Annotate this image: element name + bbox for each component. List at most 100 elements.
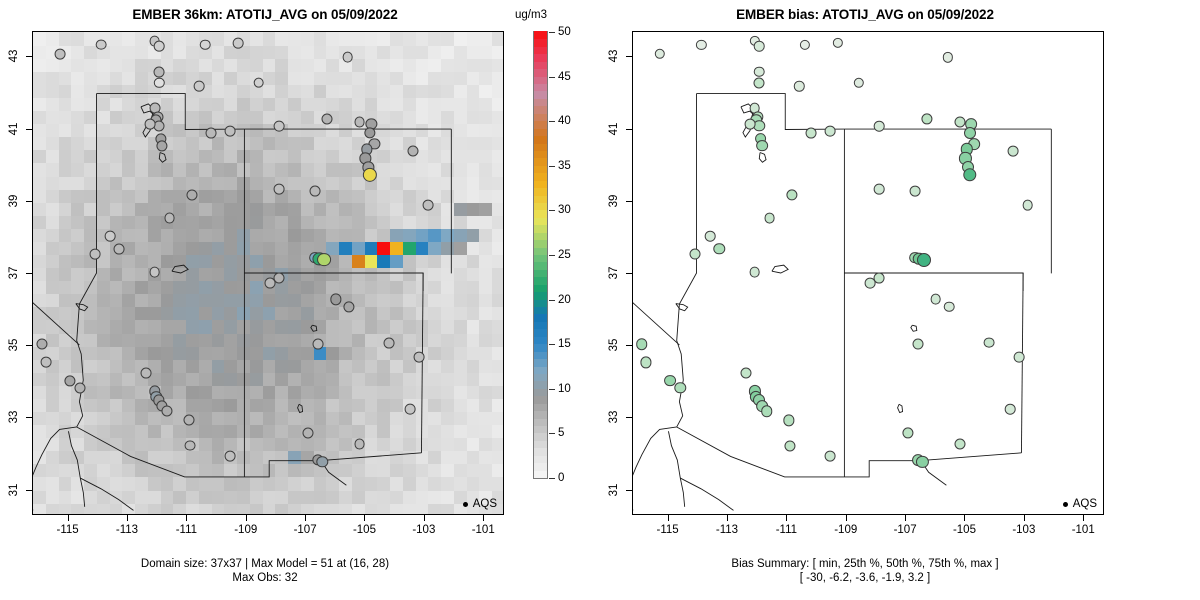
station-marker xyxy=(95,39,107,50)
grid-cell xyxy=(96,254,111,269)
colorbar-tick-label: 20 xyxy=(558,293,571,306)
grid-cell xyxy=(402,489,417,504)
station-marker xyxy=(224,125,236,137)
grid-cell xyxy=(249,502,264,514)
grid-cell xyxy=(377,502,391,514)
bias-footer-line2: [ -30, -6.2, -3.6, -1.9, 3.2 ] xyxy=(799,572,931,584)
y-tick-label: 43 xyxy=(8,49,20,63)
grid-cell xyxy=(186,385,200,399)
colorbar-tick-label: 15 xyxy=(558,338,571,351)
grid-cell xyxy=(402,215,417,229)
grid-cell xyxy=(326,372,340,386)
grid-cell xyxy=(224,228,238,242)
grid-cell xyxy=(428,280,442,295)
grid-cell xyxy=(428,372,442,386)
colorbar-segment xyxy=(534,328,547,337)
grid-cell xyxy=(147,319,162,334)
grid-cell xyxy=(237,254,251,269)
colorbar-segment xyxy=(534,217,547,226)
grid-cell xyxy=(249,188,264,203)
grid-cell xyxy=(249,398,264,413)
grid-cell xyxy=(288,202,302,216)
grid-cell xyxy=(249,372,264,386)
grid-cell xyxy=(224,345,238,360)
grid-cell xyxy=(300,345,315,360)
grid-cell xyxy=(198,502,213,514)
grid-cell xyxy=(84,345,98,360)
grid-cell xyxy=(224,162,238,177)
grid-cell xyxy=(326,162,340,177)
grid-cell xyxy=(390,411,404,426)
grid-cell xyxy=(428,149,442,164)
grid-cell xyxy=(326,450,340,465)
station-marker xyxy=(312,338,324,350)
grid-cell xyxy=(288,306,302,321)
station-marker xyxy=(740,367,752,379)
grid-cell xyxy=(415,463,430,478)
grid-cell xyxy=(377,385,391,399)
grid-cell xyxy=(186,450,200,465)
colorbar-segment xyxy=(534,291,547,300)
station-marker xyxy=(786,188,798,201)
grid-cell xyxy=(262,215,277,229)
y-tick-label: 35 xyxy=(8,338,20,352)
grid-cell xyxy=(466,136,481,151)
grid-cell xyxy=(224,149,238,164)
grid-cell xyxy=(33,450,47,465)
grid-cell xyxy=(300,162,315,177)
grid-cell xyxy=(33,254,47,269)
grid-cell xyxy=(186,502,200,514)
grid-cell xyxy=(96,411,111,426)
grid-cell xyxy=(402,424,417,439)
grid-cell xyxy=(147,332,162,347)
grid-cell xyxy=(479,424,493,439)
grid-cell xyxy=(224,398,238,413)
grid-cell xyxy=(402,437,417,452)
grid-cell xyxy=(211,175,226,190)
grid-cell xyxy=(211,267,226,282)
grid-cell xyxy=(377,293,391,308)
grid-cell xyxy=(364,450,379,465)
grid-cell xyxy=(249,424,264,439)
grid-cell xyxy=(135,411,149,426)
grid-cell xyxy=(441,398,455,413)
grid-cell xyxy=(249,332,264,347)
grid-cell xyxy=(96,293,111,308)
grid-cell xyxy=(415,411,430,426)
grid-cell xyxy=(300,372,315,386)
grid-cell xyxy=(479,437,493,452)
grid-cell xyxy=(262,345,277,360)
grid-cell xyxy=(428,345,442,360)
grid-cell xyxy=(147,345,162,360)
grid-cell xyxy=(147,254,162,269)
grid-cell xyxy=(173,359,187,373)
colorbar-segment xyxy=(534,194,547,203)
colorbar-tick xyxy=(549,76,555,78)
grid-cell xyxy=(122,267,136,282)
grid-cell xyxy=(71,463,85,478)
grid-cell xyxy=(351,319,366,334)
grid-cell xyxy=(224,202,238,216)
grid-cell xyxy=(186,293,200,308)
grid-cell xyxy=(300,280,315,295)
grid-cell xyxy=(466,502,481,514)
grid-cell xyxy=(45,136,60,151)
grid-cell xyxy=(160,385,175,399)
grid-cell xyxy=(288,411,302,426)
grid-cell xyxy=(351,228,366,242)
grid-cell xyxy=(390,215,404,229)
grid-cell xyxy=(198,202,213,216)
grid-cell xyxy=(479,241,493,256)
station-marker xyxy=(689,248,701,260)
grid-cell xyxy=(453,437,468,452)
grid-cell xyxy=(262,241,277,256)
grid-cell xyxy=(211,280,226,295)
grid-cell xyxy=(33,188,47,203)
grid-cell xyxy=(45,450,60,465)
grid-cell xyxy=(390,254,404,269)
y-tick xyxy=(626,56,632,58)
grid-cell xyxy=(479,332,493,347)
x-tick-label: -103 xyxy=(1012,524,1036,536)
grid-cell xyxy=(492,411,503,426)
grid-cell xyxy=(135,424,149,439)
